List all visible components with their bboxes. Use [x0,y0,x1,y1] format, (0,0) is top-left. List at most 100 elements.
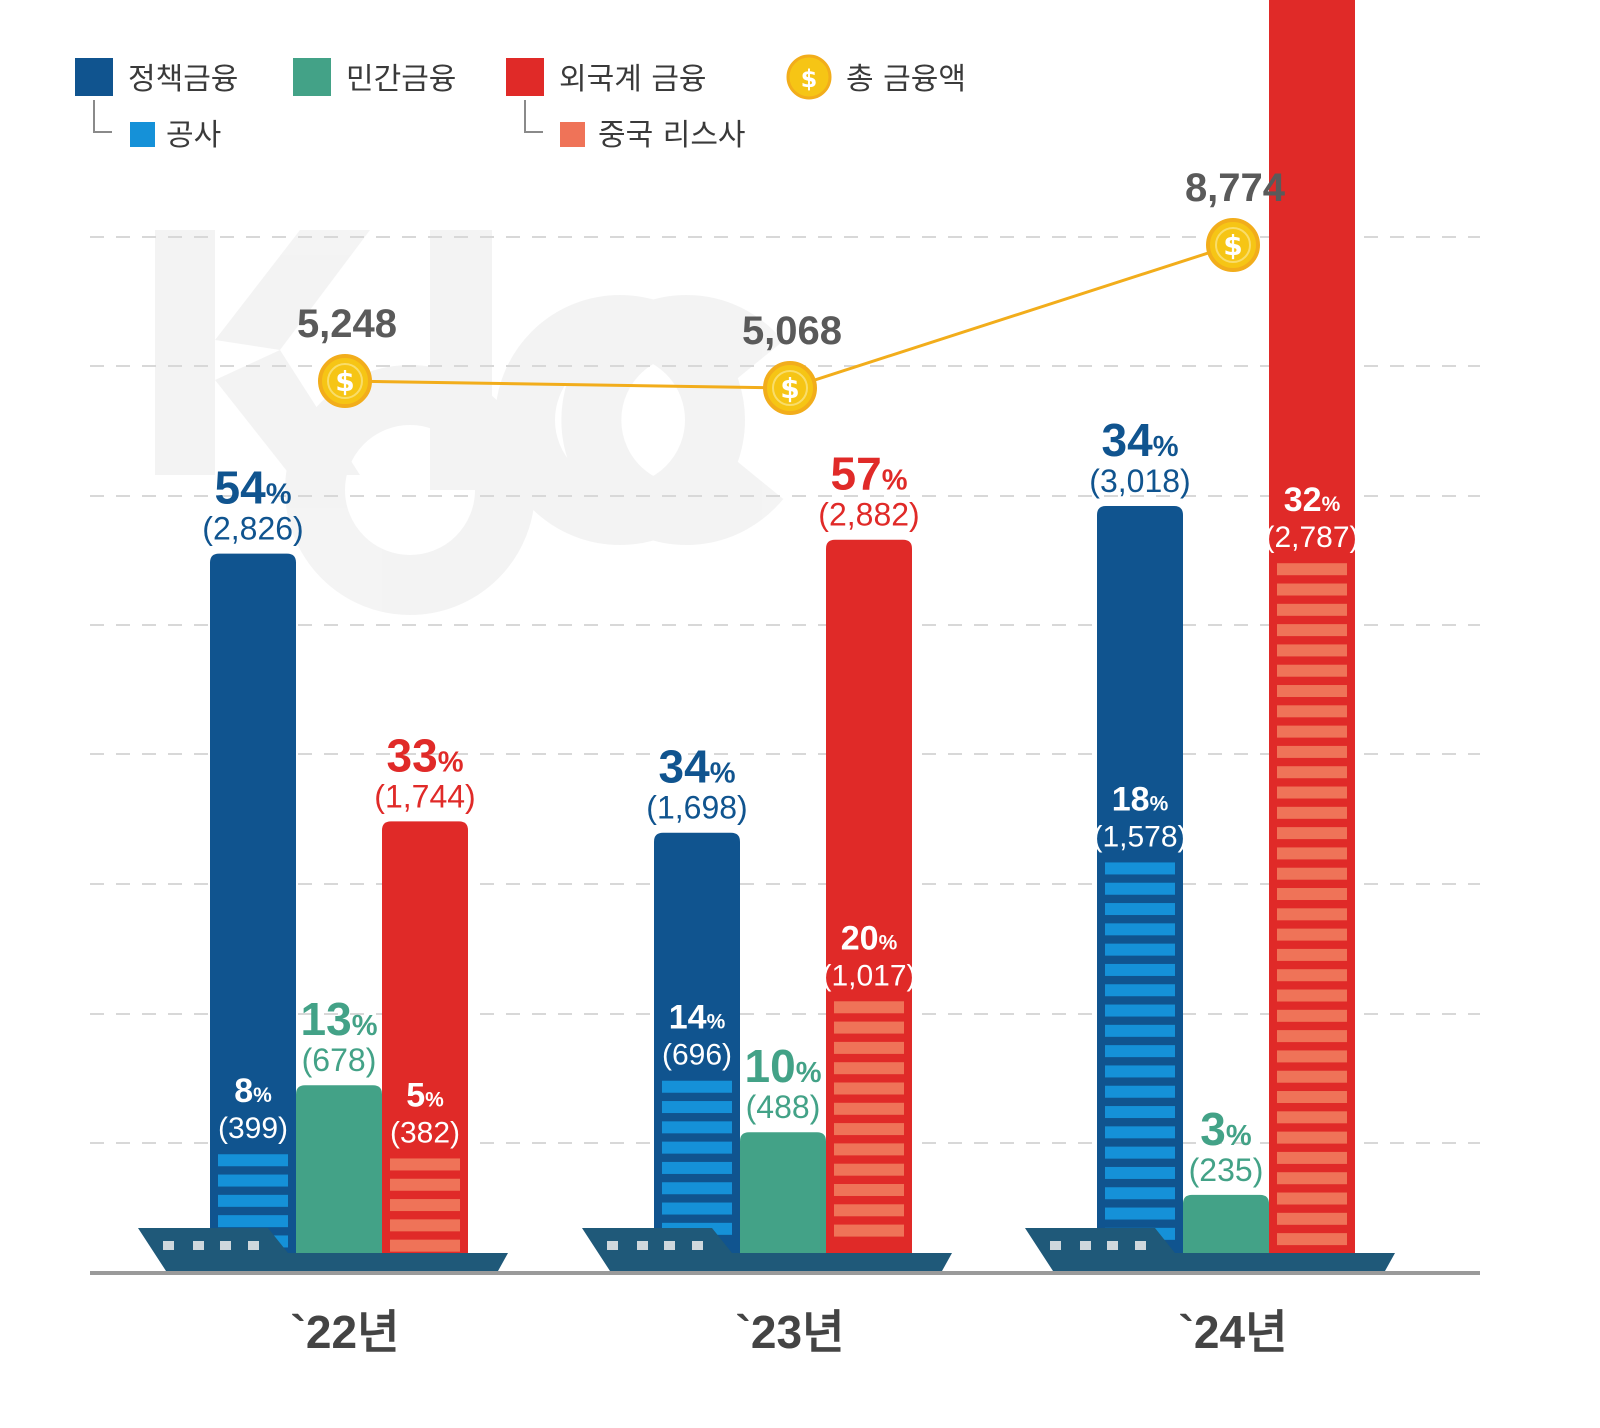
coin-dollar: $ [780,372,799,405]
bar-public-corp-0-stripe [218,1194,288,1207]
label-public-corp-percent-1: 14% [669,999,726,1037]
bar-chinese-lease-1-stripe [834,1163,904,1176]
bar-public-corp-2-stripe [1105,1106,1175,1119]
bar-public-corp-2-stripe [1105,1085,1175,1098]
bar-chinese-lease-1-stripe [834,1123,904,1136]
x-tick-label-0: `22년 [291,1306,400,1358]
bar-chinese-lease-2-stripe [1277,603,1347,616]
bar-chinese-lease-2-stripe [1277,1212,1347,1225]
bar-public-corp-1-stripe [662,1161,732,1174]
label-chinese-lease-percent-2: 32% [1284,481,1341,519]
legend-label-private: 민간금융 [346,62,456,97]
legend-label-total: 총 금융액 [846,62,966,97]
bar-chinese-lease-2-stripe [1277,766,1347,779]
bar-chinese-lease-2-stripe [1277,1192,1347,1205]
bar-chinese-lease-0-stripe [390,1158,460,1171]
label-chinese-lease-value-2: (2,787) [1264,521,1359,554]
legend-label-chinese-lease: 중국 리스사 [598,118,746,153]
label-private-percent-2: 3% [1200,1103,1252,1155]
ship-window-2-0 [1050,1241,1061,1250]
bar-chinese-lease-0-stripe [390,1178,460,1191]
bar-public-corp-2-stripe [1105,1004,1175,1017]
bar-public-corp-0-stripe [218,1154,288,1167]
bar-chinese-lease-0-stripe [390,1199,460,1212]
ship-window-2-2 [1107,1241,1118,1250]
label-public-corp-value-2: (1,578) [1092,820,1187,853]
bar-chinese-lease-2-stripe [1277,705,1347,718]
label-foreign-percent-0: 33% [387,729,464,781]
bar-chinese-lease-1-stripe [834,1021,904,1034]
bar-chinese-lease-0 [390,1158,460,1252]
bar-chinese-lease-2-stripe [1277,1091,1347,1104]
bar-chinese-lease-2-stripe [1277,563,1347,576]
x-tick-label-1: `23년 [736,1306,845,1358]
coin-dollar: $ [1223,229,1242,262]
label-foreign-value-1: (2,882) [818,497,919,533]
bar-chinese-lease-2-stripe [1277,786,1347,799]
coin-rim [327,363,363,400]
ship-window-1-3 [692,1241,703,1250]
label-total-value-2: 8,774 [1185,166,1286,210]
total-point-coin-icon-2: $ [1206,218,1260,272]
ship-icon-0 [138,1228,508,1271]
bar-public-corp-2-stripe [1105,1126,1175,1139]
bar-chinese-lease-1-stripe [834,1143,904,1156]
bar-chinese-lease-2-stripe [1277,1233,1347,1246]
ship-window-0-0 [163,1241,174,1250]
bar-public-corp-2-stripe [1105,882,1175,895]
x-tick-label-2: `24년 [1179,1306,1288,1358]
legend-coin-icon: $ [786,54,832,100]
ship-window-1-0 [607,1241,618,1250]
label-total-value-0: 5,248 [297,302,397,346]
bar-chinese-lease-2-stripe [1277,1070,1347,1083]
bar-public-corp-1-stripe [662,1101,732,1114]
bar-public-corp-0-stripe [218,1215,288,1228]
bar-chinese-lease-1-stripe [834,1204,904,1217]
bar-chinese-lease-1-stripe [834,1001,904,1014]
ship-window-0-1 [193,1241,204,1250]
bar-chinese-lease-2-stripe [1277,867,1347,880]
bar-public-corp-1-stripe [662,1080,732,1093]
chart-marks: 54%(2,826) 8%(399) 13%(678) 33%(1,744) 5%(38… [138,0,1395,1358]
ship-window-0-2 [220,1241,231,1250]
bar-public-corp-2-stripe [1105,1207,1175,1220]
coin-rim [772,370,808,406]
bar-public-corp-2-stripe [1105,1166,1175,1179]
bar-chinese-lease-2-stripe [1277,1151,1347,1164]
bar-public-corp-2-stripe [1105,943,1175,956]
bar-chinese-lease-2-stripe [1277,928,1347,941]
legend-connector-policy [93,100,112,133]
bar-chinese-lease-2-stripe [1277,806,1347,819]
label-policy-value-0: (2,826) [202,511,303,547]
ship-window-2-3 [1135,1241,1146,1250]
bar-chinese-lease-2-stripe [1277,664,1347,677]
bar-chinese-lease-1-stripe [834,1082,904,1095]
legend-swatch-chinese-lease [560,122,585,147]
bar-chinese-lease-2-stripe [1277,583,1347,596]
label-public-corp-percent-0: 8% [234,1072,272,1110]
bar-chinese-lease-1-stripe [834,1062,904,1075]
bar-private-1 [740,1132,826,1253]
legend-connector-foreign [524,100,543,133]
bar-chinese-lease-2-stripe [1277,969,1347,982]
bar-public-corp-1-stripe [662,1121,732,1134]
legend-swatch-private [293,58,331,96]
total-point-coin-icon-0: $ [318,354,372,409]
label-policy-value-2: (3,018) [1089,463,1190,499]
bar-chinese-lease-1-stripe [834,1041,904,1054]
ship-window-1-2 [664,1241,675,1250]
label-public-corp-percent-2: 18% [1112,780,1169,818]
bar-chinese-lease-0-stripe [390,1239,460,1252]
legend-label-public-corp: 공사 [166,118,221,153]
ship-window-2-1 [1080,1241,1091,1250]
bar-chinese-lease-2-stripe [1277,1050,1347,1063]
bar-policy-0 [210,553,296,1253]
watermark-kbc [155,230,784,615]
bar-chinese-lease-2-stripe [1277,725,1347,738]
label-foreign-percent-1: 57% [831,448,908,500]
bar-public-corp-2-stripe [1105,1187,1175,1200]
label-policy-percent-0: 54% [215,462,292,514]
bar-public-corp-2-stripe [1105,862,1175,875]
bar-chinese-lease-2-stripe [1277,1030,1347,1043]
legend-label-policy: 정책금융 [128,62,238,97]
